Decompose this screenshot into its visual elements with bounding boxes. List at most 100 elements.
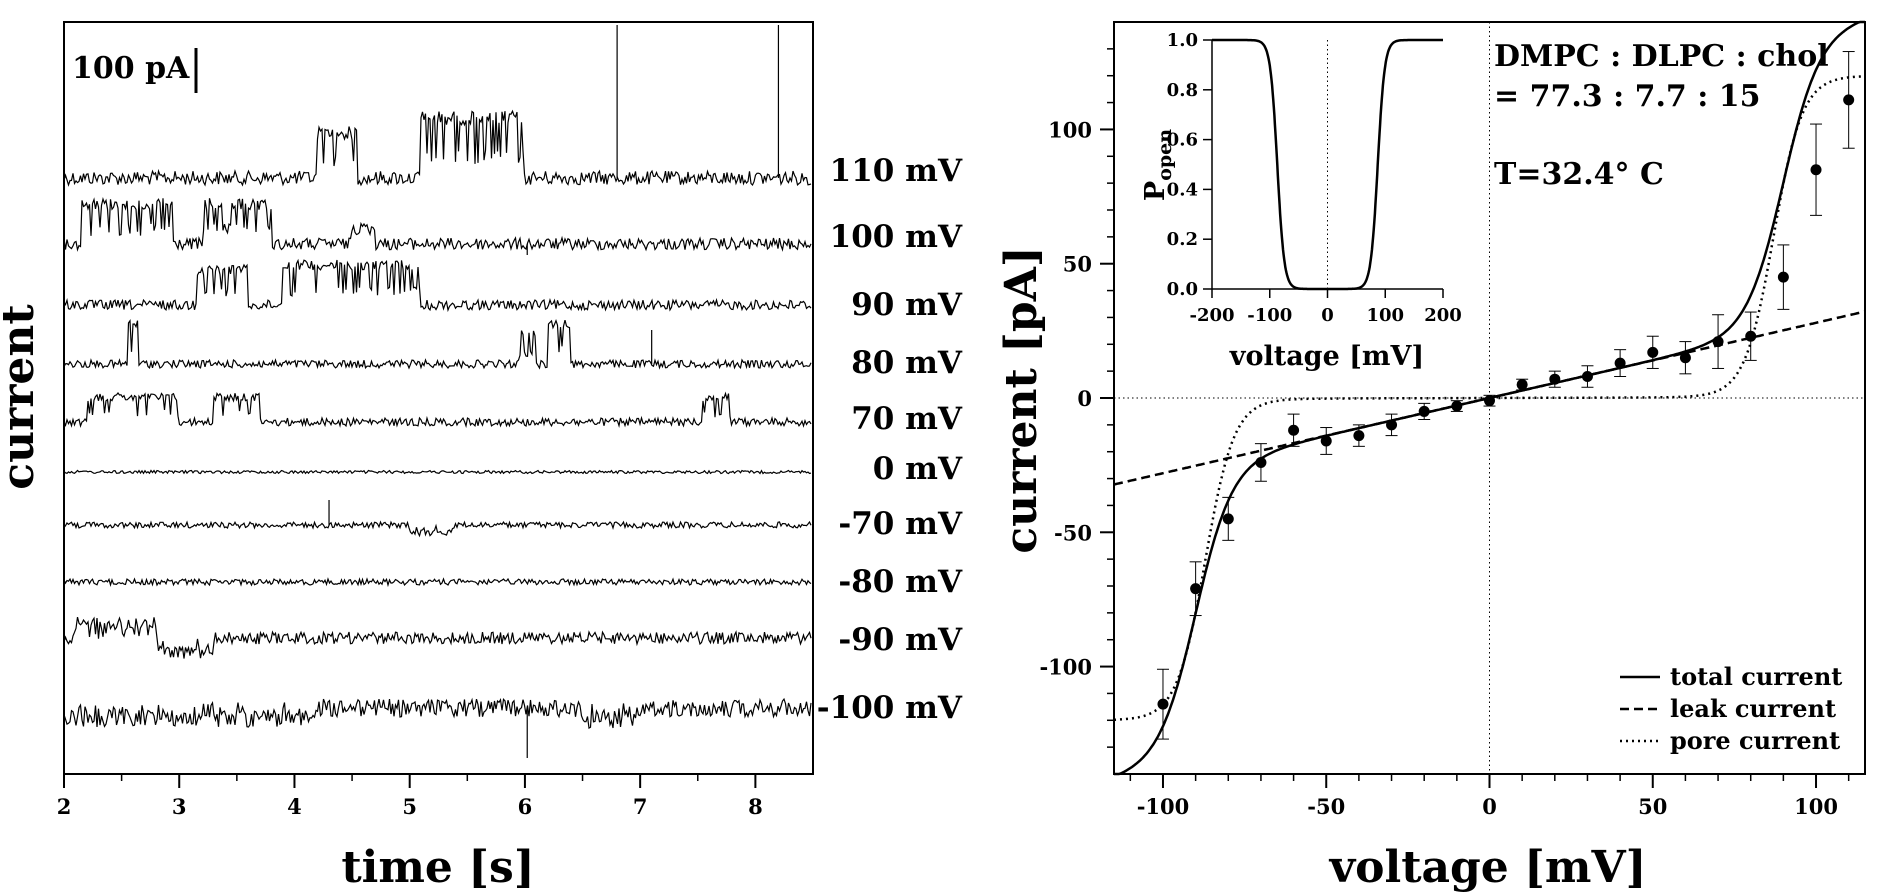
x-tick-label: 5	[402, 794, 417, 819]
data-point	[1222, 513, 1234, 525]
inset-y-tick-label: 0.6	[1167, 130, 1198, 151]
y-tick-label: -50	[1054, 520, 1092, 545]
x-tick-label: 100	[1794, 794, 1838, 819]
legend-label-leak: leak current	[1670, 694, 1836, 723]
left-x-axis-label: time [s]	[341, 842, 534, 893]
legend: total current leak current pore current	[1620, 662, 1842, 755]
inset-x-axis-label: voltage [mV]	[1229, 341, 1424, 372]
trace-spikes	[328, 25, 780, 758]
y-tick-label: 50	[1063, 252, 1092, 277]
inset-x-tick-label: 100	[1366, 305, 1404, 326]
data-point	[1810, 164, 1822, 176]
data-point	[1353, 430, 1365, 442]
inset-y-tick-label: 1.0	[1167, 30, 1198, 51]
voltage-label: -90 mV	[838, 622, 963, 658]
data-point	[1745, 330, 1757, 342]
inset-y-label-sub: open	[1154, 129, 1176, 181]
voltage-label: -100 mV	[817, 690, 963, 726]
annotation-ratio: = 77.3 : 7.7 : 15	[1494, 79, 1761, 114]
inset-y-tick-label: 0.0	[1167, 279, 1198, 300]
inset: -200 -100 0 100 200 0.0 0.2 0.4 0.6 0.8 1.0 voltag…	[1140, 30, 1462, 372]
data-point	[1843, 94, 1855, 106]
annotation-temperature: T=32.4° C	[1494, 157, 1664, 192]
inset-y-tick-label: 0.8	[1167, 80, 1198, 101]
voltage-label: 110 mV	[830, 153, 963, 189]
voltage-label: -70 mV	[838, 506, 963, 542]
data-points	[1156, 51, 1855, 740]
voltage-label: 70 mV	[851, 401, 963, 437]
trace-line	[63, 697, 812, 730]
inset-x-tick-label: 0	[1321, 305, 1334, 326]
trace-line	[63, 109, 812, 187]
left-x-axis: 2 3 4 5 6 7 8	[57, 774, 763, 819]
legend-label-pore: pore current	[1670, 726, 1840, 755]
data-point	[1614, 357, 1626, 369]
data-point	[1712, 336, 1724, 348]
trace-line	[63, 197, 812, 252]
voltage-label: 90 mV	[851, 287, 963, 323]
data-point	[1190, 583, 1202, 595]
data-point	[1451, 400, 1463, 412]
data-point	[1679, 352, 1691, 364]
x-tick-label: -100	[1137, 794, 1190, 819]
inset-x-tick-label: 200	[1424, 305, 1462, 326]
zero-reference-lines	[1114, 22, 1865, 774]
data-point	[1777, 271, 1789, 283]
y-tick-label: 0	[1077, 386, 1092, 411]
trace-line	[63, 577, 812, 588]
y-tick-label: -100	[1039, 655, 1092, 680]
voltage-label: -80 mV	[838, 564, 963, 600]
x-tick-label: -50	[1307, 794, 1345, 819]
inset-popen-curve	[1212, 38, 1443, 291]
voltage-label: 80 mV	[851, 345, 963, 381]
data-point	[1647, 346, 1659, 358]
inset-x-tick-label: -200	[1189, 305, 1234, 326]
inset-frame	[1210, 40, 1443, 289]
data-point	[1320, 435, 1332, 447]
voltage-label: 0 mV	[873, 451, 963, 487]
trace-line	[63, 616, 812, 659]
y-tick-label: 100	[1048, 117, 1092, 142]
inset-y-tick-label: 0.4	[1167, 179, 1198, 200]
trace-line	[63, 318, 812, 370]
trace-line	[63, 469, 812, 475]
right-y-axis-label: current [pA]	[996, 246, 1047, 553]
x-tick-label: 8	[748, 794, 763, 819]
left-plot-frame	[63, 21, 814, 775]
pore-current-curve	[1114, 75, 1865, 721]
data-point	[1549, 373, 1561, 385]
inset-x-tick-label: -100	[1247, 305, 1292, 326]
svg-text:Popen: Popen	[1140, 129, 1176, 201]
x-tick-label: 6	[518, 794, 533, 819]
inset-y-tick-label: 0.2	[1167, 229, 1198, 250]
voltage-label: 100 mV	[830, 219, 963, 255]
x-tick-label: 2	[57, 794, 72, 819]
x-tick-label: 4	[287, 794, 302, 819]
x-tick-label: 3	[172, 794, 187, 819]
right-axes-ticks: -100 -50 0 50 100 -100 -50 0 50 100	[1039, 48, 1850, 819]
data-point	[1255, 456, 1267, 468]
inset-y-label-main: P	[1140, 181, 1171, 201]
x-tick-label: 50	[1638, 794, 1667, 819]
voltage-labels: 110 mV 100 mV 90 mV 80 mV 70 mV 0 mV -70 mV -80…	[817, 153, 963, 726]
data-point	[1386, 419, 1398, 431]
left-y-axis-label: current	[0, 304, 44, 490]
inset-y-axis-label: Popen	[1140, 129, 1176, 201]
annotation-lipids: DMPC : DLPC : chol	[1494, 39, 1829, 74]
trace-lines	[63, 109, 812, 730]
scale-bar-label: 100 pA	[72, 51, 190, 86]
right-panel: -100 -50 0 50 100 -100 -50 0 50 100 DMPC : DLPC :…	[996, 20, 1866, 893]
data-point	[1581, 371, 1593, 383]
right-x-axis-label: voltage [mV]	[1329, 842, 1647, 893]
left-panel: 2 3 4 5 6 7 8 110 mV 100 mV 90 mV 80 mV 70 mV 0 mV -…	[0, 21, 963, 893]
data-point	[1516, 379, 1528, 391]
trace-line	[63, 258, 812, 313]
data-point	[1418, 405, 1430, 417]
data-point	[1484, 395, 1495, 407]
x-tick-label: 0	[1482, 794, 1497, 819]
trace-line	[63, 520, 812, 538]
data-point	[1157, 698, 1169, 710]
x-tick-label: 7	[633, 794, 648, 819]
data-point	[1288, 424, 1300, 436]
